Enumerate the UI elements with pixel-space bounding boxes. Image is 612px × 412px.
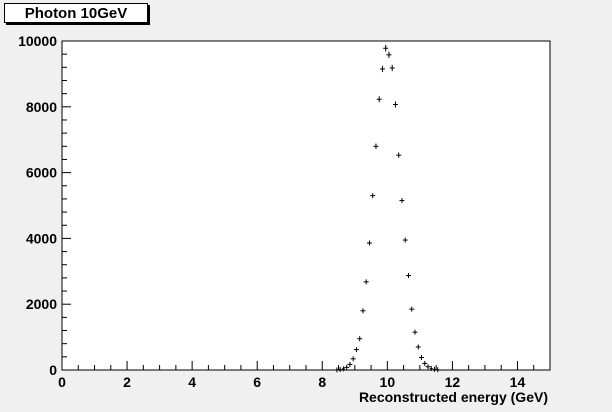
data-point	[422, 360, 428, 366]
data-point	[386, 51, 392, 59]
x-tick-label: 14	[510, 374, 526, 390]
data-point	[409, 306, 415, 312]
data-point	[415, 344, 421, 350]
data-point	[405, 273, 411, 279]
x-axis-label: Reconstructed energy (GeV)	[359, 389, 548, 405]
data-point	[418, 354, 424, 360]
data-point	[360, 308, 366, 314]
y-tick-label: 6000	[26, 165, 57, 181]
data-point	[402, 237, 408, 243]
data-point	[366, 240, 372, 246]
x-tick-label: 4	[188, 374, 196, 390]
data-point	[357, 336, 363, 342]
x-tick-label: 8	[318, 374, 326, 390]
x-tick-label: 0	[58, 374, 66, 390]
data-point	[338, 367, 342, 373]
y-tick-label: 10000	[18, 33, 57, 49]
x-tick-label: 6	[253, 374, 261, 390]
data-point	[335, 367, 339, 373]
data-point	[436, 367, 440, 373]
data-point	[376, 96, 382, 103]
y-tick-label: 8000	[26, 99, 57, 115]
data-point	[425, 364, 431, 370]
y-tick-label: 0	[49, 362, 57, 378]
data-point	[429, 366, 433, 372]
x-tick-label: 2	[123, 374, 131, 390]
data-point	[383, 44, 389, 52]
chart-title: Photon 10GeV	[4, 3, 148, 23]
data-point	[344, 364, 350, 370]
data-point	[412, 329, 418, 335]
data-point	[373, 143, 379, 149]
data-point	[347, 361, 353, 367]
x-tick-label: 12	[445, 374, 461, 390]
data-point	[341, 366, 345, 372]
y-tick-label: 4000	[26, 230, 57, 246]
data-point	[392, 101, 398, 108]
data-point	[399, 198, 405, 204]
y-tick-label: 2000	[26, 296, 57, 312]
data-point	[379, 65, 385, 73]
data-point	[363, 279, 369, 285]
data-point	[353, 347, 359, 353]
data-point	[396, 152, 402, 158]
data-point	[433, 366, 437, 372]
x-tick-label: 10	[380, 374, 396, 390]
data-point	[389, 64, 395, 72]
data-point	[370, 193, 376, 199]
plot-area	[61, 40, 551, 371]
data-point	[350, 356, 356, 362]
